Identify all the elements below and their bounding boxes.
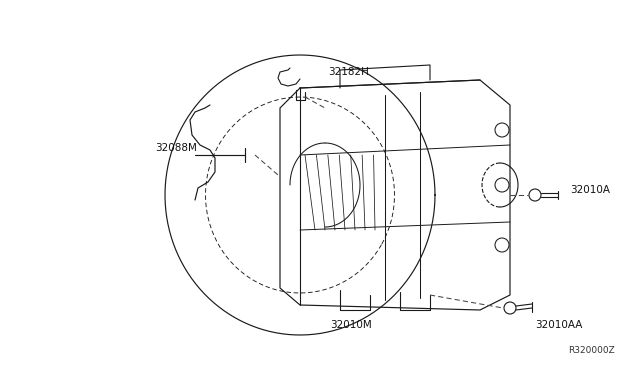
Text: 32010M: 32010M (330, 320, 372, 330)
Text: 32182H: 32182H (328, 67, 369, 77)
Text: R320000Z: R320000Z (568, 346, 615, 355)
Text: 32010A: 32010A (570, 185, 610, 195)
Text: 32010AA: 32010AA (535, 320, 582, 330)
Text: 32088M: 32088M (155, 143, 197, 153)
